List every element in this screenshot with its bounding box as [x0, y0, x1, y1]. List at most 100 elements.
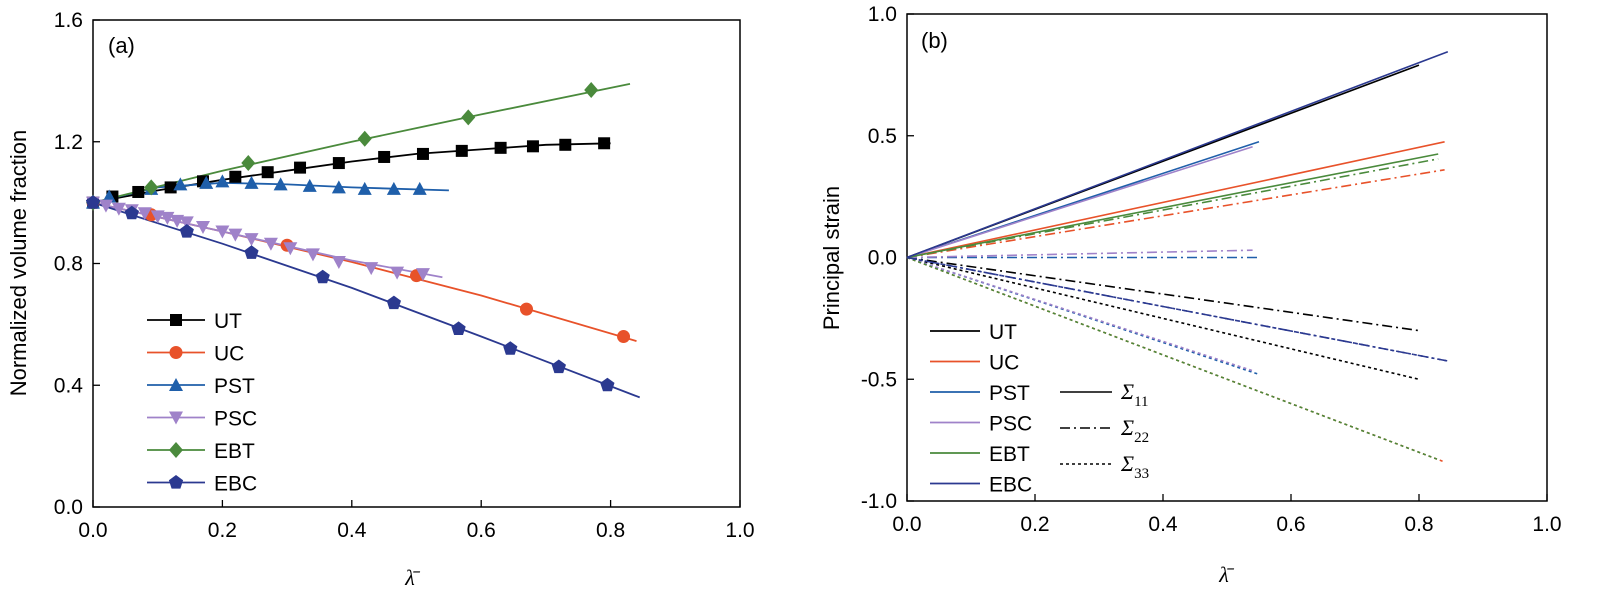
- point-psc: [305, 248, 320, 262]
- point-psc: [283, 242, 298, 256]
- strain-line-ebc-33: [906, 256, 1448, 362]
- panel-b: 0.0 0.2 0.4 0.6 0.8 1.0-1.0-0.50.00.51.0 (b) …: [819, 3, 1562, 587]
- point-pst: [331, 180, 346, 194]
- point-ut: [416, 147, 429, 160]
- legend-style-label-11: Σ11: [1120, 379, 1149, 410]
- panel-label-b: (b): [921, 28, 948, 53]
- point-pst: [273, 177, 288, 191]
- a-ytick-label: 1.6: [54, 9, 83, 32]
- point-psc: [179, 216, 194, 230]
- strain-line-ut-22: [906, 256, 1420, 332]
- point-psc: [364, 262, 379, 276]
- point-pst: [102, 189, 117, 203]
- a-xtick-label: 0.8: [596, 519, 625, 542]
- legend-a: UT UC PST PSC EBT EBC: [147, 310, 257, 496]
- legend-b-label-pst: PST: [989, 382, 1030, 405]
- point-psc: [195, 220, 210, 234]
- point-pst: [302, 178, 317, 192]
- legend-label-ut: UT: [214, 310, 242, 333]
- point-ebc: [179, 224, 194, 238]
- b-ytick-label: -0.5: [861, 368, 897, 391]
- strain-line-psc-11: [906, 145, 1253, 259]
- b-ytick-label: 0.0: [868, 247, 897, 270]
- legend-label-uc: UC: [214, 343, 244, 366]
- point-pst: [386, 181, 401, 195]
- strain-lines-b: [906, 50, 1449, 463]
- point-ebt: [461, 109, 476, 126]
- point-psc: [111, 202, 126, 216]
- point-ebc: [244, 245, 259, 259]
- a-ytick-label: 0.0: [54, 496, 83, 519]
- point-pst: [357, 181, 372, 195]
- point-psc: [228, 228, 243, 242]
- point-psc: [244, 233, 259, 247]
- b-ytick-label: 1.0: [868, 3, 897, 26]
- legend-marker-pst: [169, 378, 183, 391]
- sigma-symbol: Σ: [1120, 379, 1134, 404]
- point-pst: [244, 175, 259, 189]
- point-psc: [263, 237, 278, 251]
- point-ut: [294, 161, 307, 174]
- sigma-symbol: Σ: [1120, 451, 1134, 476]
- sigma-symbol: Σ: [1120, 415, 1134, 440]
- point-ut: [559, 138, 572, 151]
- strain-line-ebc-11: [906, 50, 1449, 259]
- point-ut: [164, 181, 177, 194]
- point-ut: [455, 144, 468, 157]
- axis-ticks-a: 0.0 0.2 0.4 0.6 0.8 1.0 0.0 0.4 0.8 1.2 1.6: [54, 9, 755, 542]
- x-axis-label-b: λ̄: [1218, 562, 1235, 587]
- strain-line-ebt-33: [906, 256, 1439, 461]
- legend-b-label-ebc: EBC: [989, 474, 1032, 497]
- x-axis-label-a: λ̄: [404, 565, 421, 590]
- strain-line-psc-33: [906, 256, 1253, 372]
- point-ebc: [503, 341, 518, 355]
- legend-b-label-uc: UC: [989, 352, 1019, 375]
- a-ytick-label: 0.8: [54, 253, 83, 276]
- point-psc: [415, 268, 430, 282]
- point-psc: [170, 214, 185, 228]
- legend-b-label-ut: UT: [989, 321, 1017, 344]
- strain-line-ut-33: [906, 256, 1420, 381]
- b-ytick-label: -1.0: [861, 490, 897, 513]
- point-ebc: [85, 195, 101, 209]
- sigma-subscript: 22: [1134, 430, 1149, 446]
- point-ebt: [144, 179, 159, 196]
- a-xtick-label: 0.0: [78, 519, 107, 542]
- strain-line-ebt-22: [906, 158, 1439, 259]
- point-ut: [229, 170, 242, 183]
- point-ebt: [584, 82, 599, 99]
- legend-b-label-ebt: EBT: [989, 443, 1030, 466]
- strain-line-ebc-22: [906, 256, 1448, 362]
- point-ut: [132, 185, 145, 198]
- point-pst: [215, 174, 230, 188]
- point-ut: [332, 157, 345, 170]
- plot-frame-a: [92, 19, 741, 508]
- b-xtick-label: 0.6: [1276, 513, 1305, 536]
- a-xtick-label: 0.6: [467, 519, 496, 542]
- b-xtick-label: 0.4: [1148, 513, 1178, 536]
- a-ytick-label: 0.4: [54, 374, 84, 397]
- point-ebt: [241, 155, 256, 172]
- b-xtick-label: 0.2: [1020, 513, 1049, 536]
- point-ut: [598, 137, 611, 150]
- b-ytick-label: 0.5: [868, 125, 897, 148]
- strain-line-psc-22: [906, 249, 1253, 259]
- point-psc: [150, 210, 165, 224]
- strain-line-uc-11: [906, 141, 1445, 259]
- point-pst: [199, 175, 214, 189]
- strain-line-ebt-11: [906, 153, 1439, 259]
- legend-label-ebt: EBT: [214, 440, 255, 463]
- panel-a: 0.0 0.2 0.4 0.6 0.8 1.0 0.0 0.4 0.8 1.2 1.6 (a) No…: [6, 9, 755, 590]
- b-xtick-label: 0.8: [1404, 513, 1433, 536]
- legend-style-label-33: Σ33: [1120, 451, 1149, 482]
- point-ebc: [451, 321, 466, 335]
- b-xtick-label: 0.0: [892, 513, 921, 536]
- legend-label-psc: PSC: [214, 408, 257, 431]
- point-uc: [519, 302, 533, 316]
- point-ut: [261, 166, 274, 179]
- panel-label-a: (a): [108, 33, 135, 58]
- a-ytick-label: 1.2: [54, 131, 83, 154]
- fit-line-ebc: [92, 201, 641, 399]
- legend-style-label-22: Σ22: [1120, 415, 1149, 446]
